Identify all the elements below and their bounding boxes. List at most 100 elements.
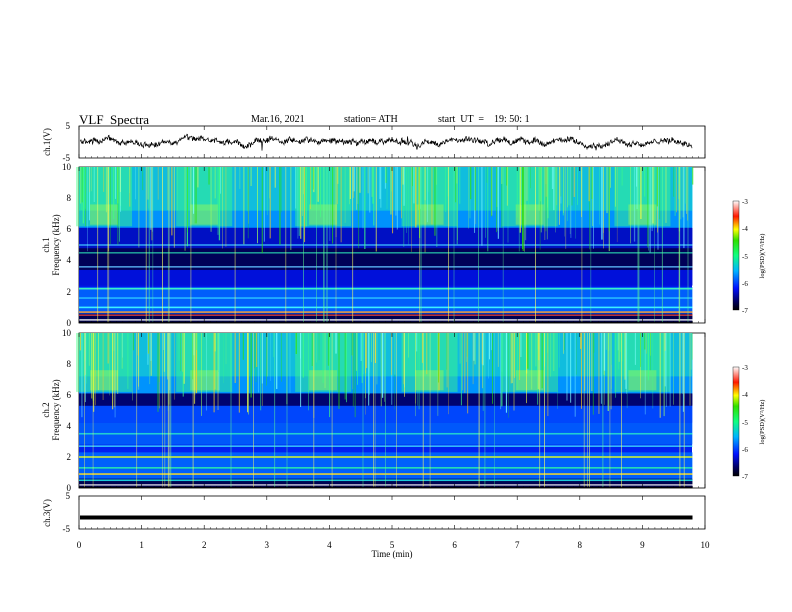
sferic-streak (138, 167, 140, 248)
sferic-streak (368, 333, 370, 406)
emission-burst (176, 333, 233, 392)
full-height-sferic (168, 167, 170, 323)
full-height-sferic (148, 167, 150, 323)
full-height-sferic (638, 167, 640, 323)
sferic-streak (413, 167, 415, 204)
sferic-streak (178, 333, 180, 361)
sferic-streak (266, 167, 268, 216)
sferic-streak (310, 167, 311, 209)
sferic-streak (317, 167, 319, 202)
full-height-sferic (453, 167, 455, 323)
ch1-waveform-panel: 5 -5 ch.1(V) (42, 121, 706, 163)
sferic-streak (568, 167, 570, 206)
sferic-streak (518, 167, 520, 252)
sferic-streak (501, 333, 503, 407)
emission-burst (614, 333, 671, 392)
sferic-streak (659, 333, 661, 418)
emission-burst-core (415, 204, 444, 225)
sferic-streak (535, 333, 537, 367)
sferic-streak (356, 333, 357, 371)
spectral-line (79, 287, 693, 290)
full-height-sferic (136, 333, 138, 488)
x-tick-label: 1 (139, 540, 144, 550)
spectrum-band (79, 269, 693, 286)
sferic-streak (472, 333, 474, 385)
full-height-sferic (253, 333, 254, 488)
sferic-streak (122, 333, 123, 358)
x-axis-label: Time (min) (372, 549, 413, 559)
sferic-streak (312, 167, 314, 190)
sferic-streak (197, 333, 198, 373)
ch2-ytick-2: 2 (67, 452, 72, 462)
sferic-streak (87, 167, 88, 252)
full-height-sferic (323, 167, 325, 323)
full-height-sferic (609, 333, 611, 488)
ch1-colorbar-gradient (732, 200, 740, 311)
spectrum-band (79, 313, 693, 323)
full-height-sferic (654, 167, 655, 323)
sferic-streak (530, 167, 531, 189)
sferic-streak (497, 333, 499, 367)
sferic-streak (336, 167, 338, 205)
sferic-streak (489, 333, 490, 360)
sferic-streak (349, 167, 351, 199)
full-height-sferic (419, 167, 420, 323)
sferic-streak (598, 333, 600, 414)
sferic-streak (110, 167, 111, 245)
sferic-streak (117, 167, 118, 213)
sferic-streak (157, 333, 159, 412)
sferic-streak (517, 333, 518, 391)
sferic-streak (127, 333, 129, 389)
sferic-streak (337, 167, 339, 184)
sferic-streak (385, 167, 387, 183)
sferic-streak (394, 333, 395, 410)
sferic-streak (558, 167, 560, 225)
sferic-streak (82, 167, 84, 224)
sferic-streak (273, 333, 274, 358)
x-tick-label: 5 (390, 540, 395, 550)
sferic-streak (626, 333, 627, 394)
sferic-streak (167, 167, 169, 211)
sferic-streak (474, 167, 476, 233)
sferic-streak (593, 167, 594, 249)
sferic-streak (366, 333, 368, 369)
full-height-sferic (167, 167, 169, 323)
full-height-sferic (285, 167, 287, 323)
sferic-streak (522, 167, 524, 249)
sferic-streak (214, 333, 216, 390)
sferic-streak (630, 167, 632, 244)
sferic-streak (520, 333, 522, 357)
sferic-streak (349, 167, 350, 205)
sferic-streak (469, 167, 471, 219)
sferic-streak (589, 167, 591, 250)
spectrum-band (79, 287, 693, 314)
date-label: Mar.16, 2021 (251, 114, 305, 125)
sferic-streak (526, 333, 528, 374)
ch2-ytick-10: 10 (62, 328, 72, 338)
sferic-streak (636, 167, 638, 210)
ch1-ytick-bottom: -5 (63, 153, 71, 163)
sferic-streak (673, 167, 675, 197)
ch2-colorbar: -3 -4 -5 -6 -7 log(PSD)(V²/Hz) (732, 364, 766, 481)
sferic-streak (329, 167, 331, 241)
sferic-streak (250, 167, 252, 186)
sferic-streak (633, 167, 636, 242)
sferic-streak (531, 333, 533, 390)
ch3-waveform-line (80, 515, 693, 520)
ch2-colorbar-tick-m7: -7 (742, 473, 748, 481)
sferic-streak (562, 167, 564, 216)
sferic-streak (616, 167, 618, 243)
full-height-sferic (621, 333, 622, 488)
sferic-streak (81, 167, 83, 203)
sferic-streak (182, 333, 184, 397)
time-x-axis: 0 1 2 3 4 5 6 7 8 9 10 (77, 540, 710, 550)
ch2-spectrogram-ticks (78, 333, 706, 488)
sferic-streak (247, 167, 249, 239)
full-height-sferic (170, 333, 172, 488)
sferic-streak (674, 167, 676, 216)
sferic-streak (685, 167, 687, 204)
sferic-streak (248, 333, 250, 415)
sferic-streak (150, 333, 152, 376)
sferic-streak (195, 167, 197, 224)
sferic-streak (193, 333, 195, 356)
